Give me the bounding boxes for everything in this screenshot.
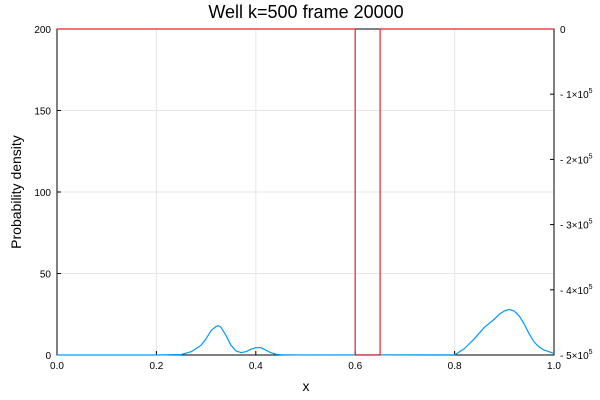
series-line-density xyxy=(57,308,555,356)
y2-tick-label: - 1×105 xyxy=(560,88,593,101)
y-tick-label: 150 xyxy=(34,107,51,118)
x-tick-label: 0.8 xyxy=(448,361,462,372)
y-tick-label: 200 xyxy=(34,25,51,36)
y-tick-label: 0 xyxy=(45,351,51,362)
y-axis-label: Probability density xyxy=(8,135,24,249)
y2-tick-label: - 2×105 xyxy=(560,153,593,166)
y2-tick-exponent: 5 xyxy=(589,153,593,160)
x-tick-label: 0.4 xyxy=(249,361,263,372)
x-axis-label: x xyxy=(303,378,310,394)
grid xyxy=(57,29,554,355)
y2-tick-label: - 3×105 xyxy=(560,219,593,232)
y2-tick-label: - 5×105 xyxy=(560,349,593,362)
y-axis-right: 0 - 1×105 - 2×105 - 3×105 - 4×105 - 5×105 xyxy=(550,25,593,362)
y2-tick-label: - 4×105 xyxy=(560,284,593,297)
series-group xyxy=(57,28,555,356)
y2-tick-exponent: 5 xyxy=(589,88,593,95)
x-tick-label: 0.6 xyxy=(348,361,362,372)
y2-tick-exponent: 5 xyxy=(589,284,593,291)
chart-title: Well k=500 frame 20000 xyxy=(208,2,403,22)
x-axis: 0.0 0.2 0.4 0.6 0.8 1.0 xyxy=(50,351,561,372)
y2-tick-exponent: 5 xyxy=(589,219,593,226)
x-tick-label: 1.0 xyxy=(547,361,561,372)
y-tick-label: 100 xyxy=(34,188,51,199)
y2-tick-exponent: 5 xyxy=(589,349,593,356)
y2-tick-label: 0 xyxy=(560,25,566,36)
x-tick-label: 0.0 xyxy=(50,361,64,372)
x-tick-label: 0.2 xyxy=(149,361,163,372)
series-line-potential xyxy=(57,28,554,356)
y-tick-label: 50 xyxy=(40,270,52,281)
